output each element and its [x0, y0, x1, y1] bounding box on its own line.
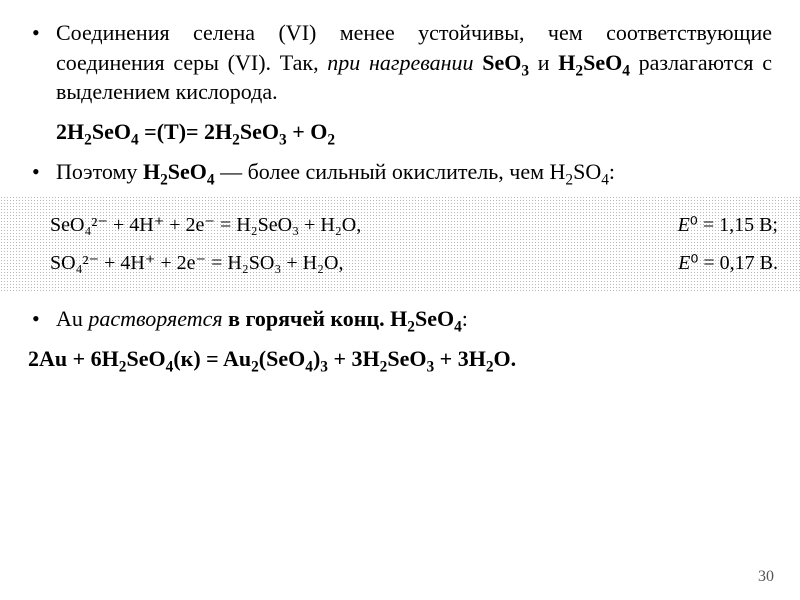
bullet-dot-3: •: [28, 304, 56, 334]
band-r2-right: E⁰ = 0,17 В.: [638, 244, 778, 282]
paragraph-1-text: Соединения селена (VI) менее устойчивы, …: [56, 18, 772, 107]
band-row-2: SO₄²⁻ + 4H⁺ + 2e⁻ = H₂SO₃ + H₂O, E⁰ = 0,…: [50, 244, 778, 282]
band-r1-left: SeO₄²⁻ + 4H⁺ + 2e⁻ = H₂SeO₃ + H₂O,: [50, 206, 638, 244]
p1-italic: при нагревании: [327, 50, 473, 75]
p1-mid1: [474, 50, 483, 75]
equation-band: SeO₄²⁻ + 4H⁺ + 2e⁻ = H₂SeO₃ + H₂O, E⁰ = …: [0, 196, 800, 292]
p2-post: — более сильный окислитель, чем H: [215, 159, 566, 184]
p3-pre: Au: [56, 306, 88, 331]
paragraph-2-text: Поэтому H2SeO4 — более сильный окислител…: [56, 157, 615, 187]
p1-formula1: SeO3: [482, 50, 529, 75]
p2-formula: H2SeO4: [143, 159, 215, 184]
band-r1-right: E⁰ = 1,15 В;: [638, 206, 778, 244]
equation-1: 2H2SeO4 =(T)= 2H2SeO3 + O2: [28, 117, 772, 147]
paragraph-3: • Au растворяется в горячей конц. H2SeO4…: [28, 304, 772, 334]
paragraph-1: • Соединения селена (VI) менее устойчивы…: [28, 18, 772, 107]
bullet-dot-2: •: [28, 157, 56, 187]
paragraph-2: • Поэтому H2SeO4 — более сильный окислит…: [28, 157, 772, 187]
p1-mid2: и: [529, 50, 558, 75]
band-r2-left: SO₄²⁻ + 4H⁺ + 2e⁻ = H₂SO₃ + H₂O,: [50, 244, 638, 282]
p1-formula2: H2SeO4: [558, 50, 630, 75]
p2-pre: Поэтому: [56, 159, 143, 184]
page-number: 30: [758, 568, 774, 586]
p3-bold: в горячей конц. H2SeO4: [228, 306, 462, 331]
equation-2: 2Au + 6H2SeO4(к) = Au2(SeO4)3 + 3H2SeO3 …: [28, 344, 772, 374]
band-row-1: SeO₄²⁻ + 4H⁺ + 2e⁻ = H₂SeO₃ + H₂O, E⁰ = …: [50, 206, 778, 244]
bullet-dot: •: [28, 18, 56, 107]
p3-italic: растворяется: [88, 306, 222, 331]
paragraph-3-text: Au растворяется в горячей конц. H2SeO4:: [56, 304, 468, 334]
